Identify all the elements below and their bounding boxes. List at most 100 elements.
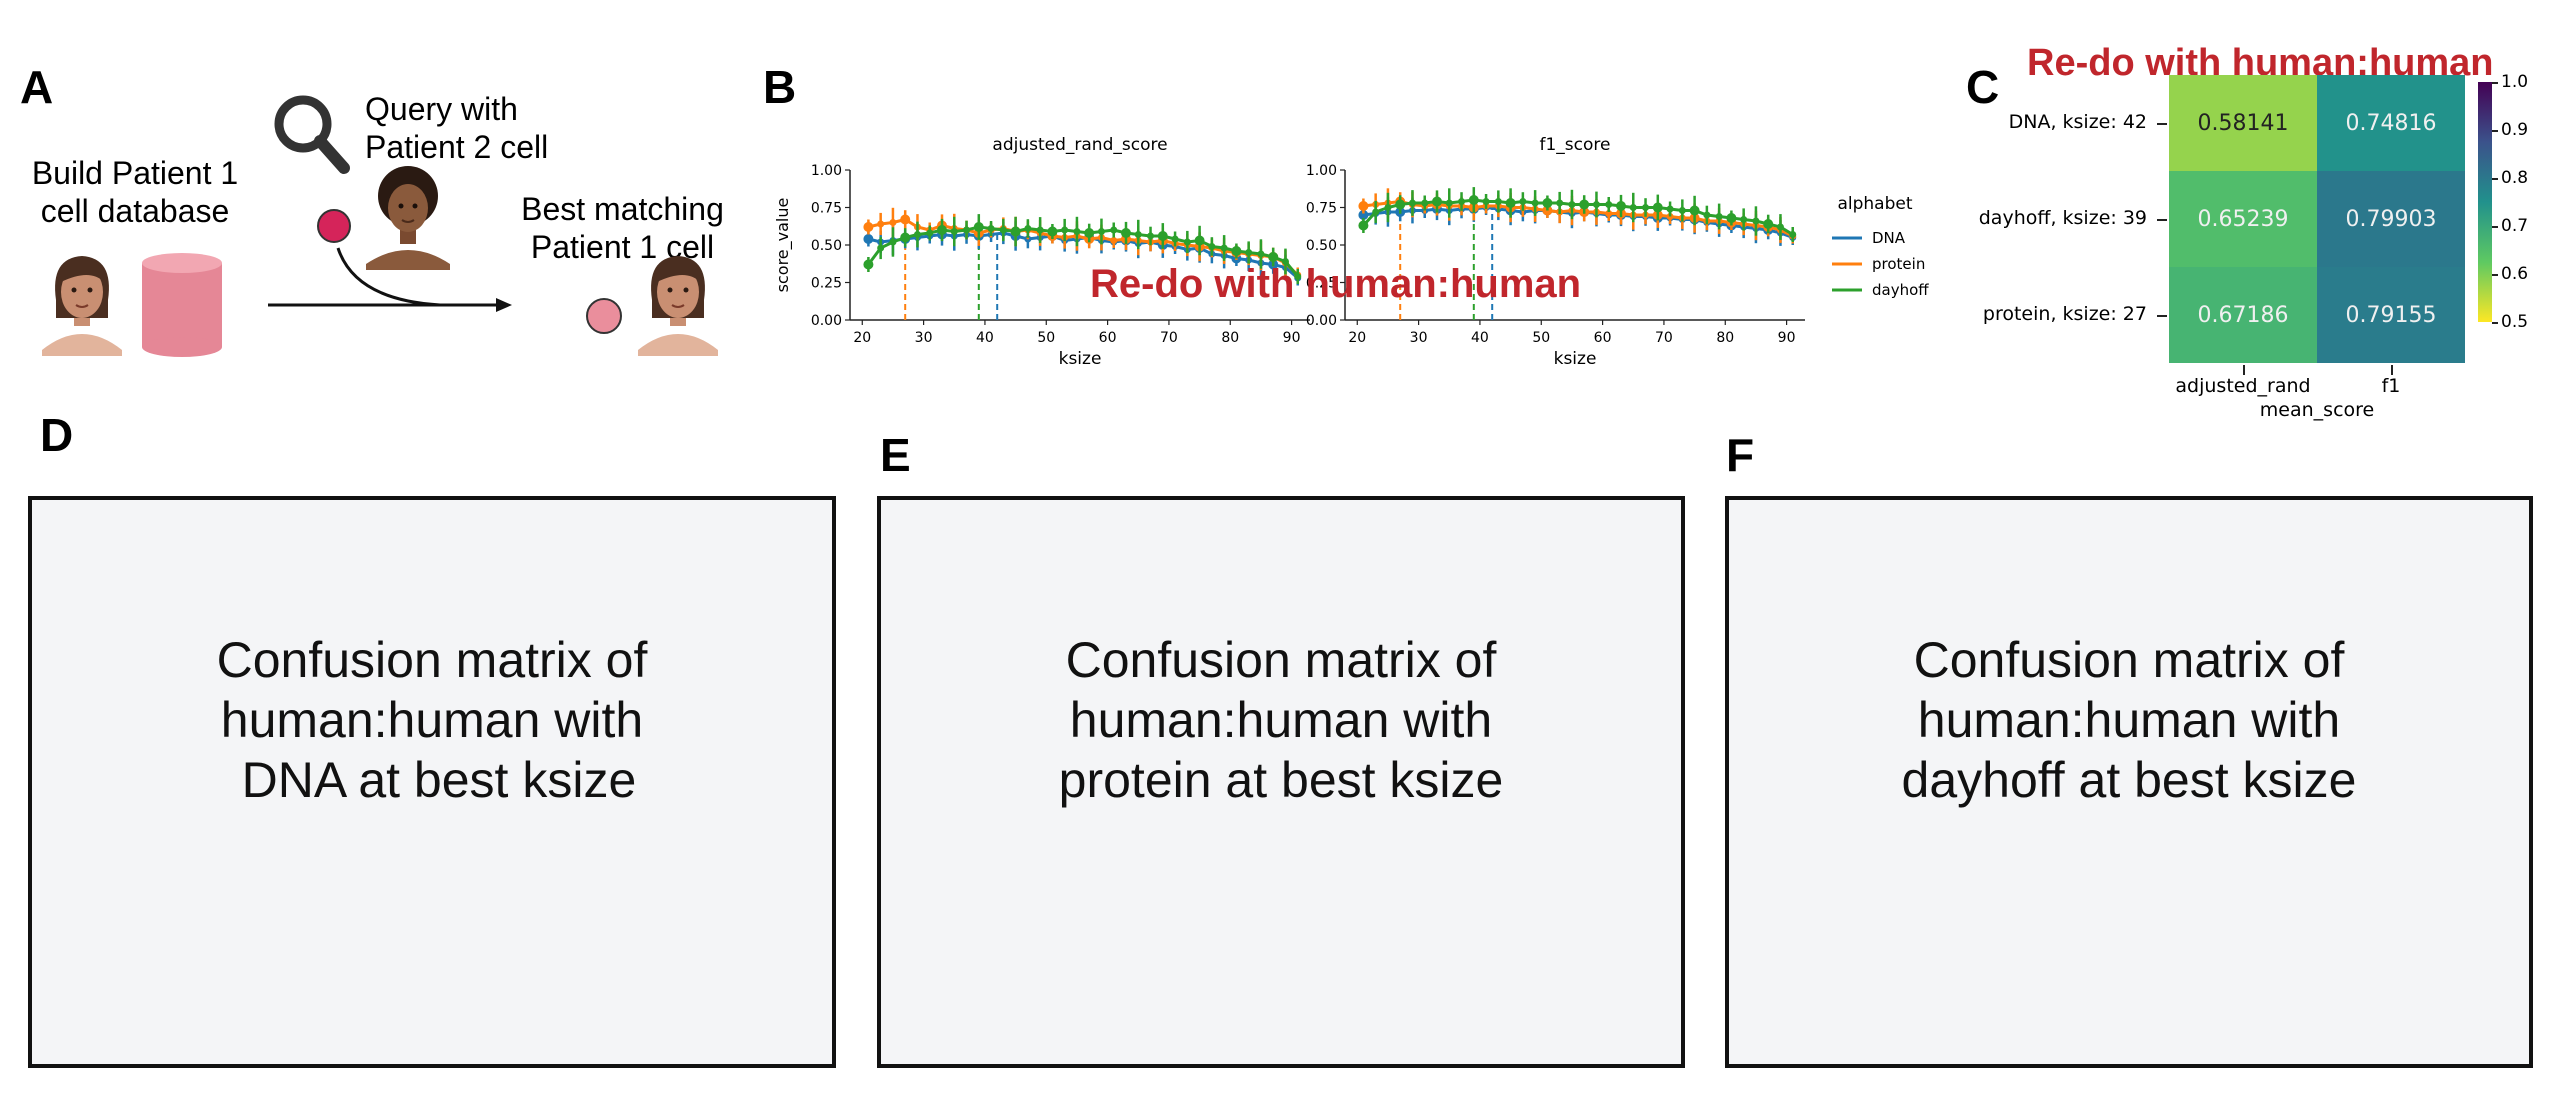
colorbar-tick-label: 0.6	[2501, 264, 2529, 284]
placeholder-e-line2: human:human with	[1069, 692, 1493, 748]
y-tick-label: 0.00	[811, 313, 842, 329]
heatmap-cell: 0.74816	[2317, 75, 2465, 171]
x-axis-label: ksize	[1554, 349, 1597, 369]
data-point	[987, 225, 995, 232]
data-point	[1642, 204, 1650, 211]
x-tick-label: 60	[1594, 330, 1612, 346]
confusion-matrix-placeholder-dna: Confusion matrix of human:human with DNA…	[28, 496, 836, 1068]
placeholder-text-f: Confusion matrix of human:human with day…	[1729, 630, 2529, 810]
data-point	[950, 228, 958, 235]
data-point	[1689, 205, 1700, 216]
query-caption-line1: Query with	[365, 91, 518, 127]
data-point	[1171, 235, 1179, 243]
patient1-match-avatar	[638, 256, 718, 356]
data-point	[1408, 199, 1416, 207]
x-tick-label: 60	[1099, 330, 1117, 346]
search-magnifier-icon	[274, 95, 350, 174]
colorbar-tick	[2492, 226, 2498, 228]
patient1-avatar	[42, 256, 122, 356]
x-tick-label: 20	[1348, 330, 1366, 346]
data-point	[1097, 228, 1105, 235]
data-point	[1445, 199, 1453, 207]
data-point	[863, 234, 874, 244]
data-point	[1568, 201, 1576, 208]
legend-label-protein: protein	[1872, 255, 1925, 273]
panel-c-heatmap: DNA, ksize: 42 0.58141 0.74816 dayhoff, ksi…	[1960, 0, 2551, 421]
data-point	[1208, 243, 1216, 250]
data-point	[1024, 225, 1032, 232]
data-point	[1384, 204, 1392, 211]
placeholder-f-line1: Confusion matrix of	[1913, 632, 2345, 688]
chart-title: adjusted_rand_score	[992, 135, 1167, 155]
data-point	[1531, 199, 1539, 207]
colorbar-tick-label: 0.8	[2501, 168, 2529, 188]
colorbar-tick-label: 0.5	[2501, 312, 2529, 332]
data-point	[1726, 213, 1737, 223]
confusion-matrix-placeholder-dayhoff: Confusion matrix of human:human with day…	[1725, 496, 2533, 1068]
x-tick-label: 50	[1037, 330, 1055, 346]
y-tick-label: 0.50	[1306, 238, 1337, 254]
panel-a-schematic	[42, 95, 718, 357]
panel-label-b: B	[763, 61, 797, 113]
heatmap-row-label: dayhoff, ksize: 39	[1978, 207, 2147, 229]
data-point	[863, 222, 874, 232]
y-tick-label: 0.25	[1306, 276, 1337, 292]
colorbar-tick	[2492, 178, 2498, 180]
best-match-caption: Best matching Patient 1 cell	[505, 190, 740, 266]
data-point	[1652, 202, 1663, 213]
data-point	[1183, 238, 1191, 246]
redo-note-b: Re-do with human:human	[1090, 262, 1582, 306]
heatmap-cell: 0.65239	[2169, 171, 2317, 267]
x-tick-label: 30	[1410, 330, 1428, 346]
f1-score-plot: f1_score 0.00 0.25 0.50 0.75 1.00 20 30 40 50 60 70…	[1306, 135, 1805, 369]
data-point	[926, 229, 934, 237]
data-point	[973, 222, 984, 232]
data-point	[1789, 231, 1797, 238]
data-point	[963, 226, 971, 234]
data-point	[1678, 207, 1686, 214]
data-point	[1110, 226, 1118, 234]
data-point	[1061, 226, 1069, 234]
heatmap-colorbar	[2478, 82, 2492, 322]
heatmap-cell: 0.79903	[2317, 171, 2465, 267]
data-point	[889, 219, 897, 226]
data-point	[1605, 210, 1613, 217]
data-point	[1482, 198, 1490, 205]
panel-label-d: D	[40, 409, 74, 461]
data-point	[1629, 204, 1637, 211]
data-point	[1358, 210, 1369, 220]
data-point	[913, 231, 921, 238]
data-point	[1616, 201, 1626, 211]
y-tick-label: 0.75	[1306, 201, 1337, 217]
best-caption-line1: Best matching	[521, 191, 724, 227]
legend-label-DNA: DNA	[1872, 229, 1906, 247]
heatmap-x-axis-label: mean_score	[2259, 399, 2375, 421]
data-point	[1073, 228, 1081, 235]
match-arrow	[268, 247, 512, 312]
x-tick-label: 30	[915, 330, 933, 346]
data-point	[1245, 249, 1253, 256]
data-point	[877, 220, 885, 228]
y-tick-label: 0.75	[811, 201, 842, 217]
legend-label-dayhoff: dayhoff	[1872, 281, 1929, 299]
data-point	[1556, 199, 1564, 207]
placeholder-f-line2: human:human with	[1917, 692, 2341, 748]
series-dayhoff	[1358, 187, 1797, 242]
heatmap-cell: 0.58141	[2169, 75, 2317, 171]
heatmap-row-label: protein, ksize: 27	[1982, 303, 2147, 325]
data-point	[1703, 211, 1711, 219]
panel-b-line-charts: adjusted_rand_score 0.00 0.25 0.50 0.75 1.00 2…	[773, 135, 1929, 369]
heatmap-row-label: DNA, ksize: 42	[2008, 111, 2147, 133]
heatmap-col-label: adjusted_rand	[2175, 375, 2311, 397]
data-point	[1579, 199, 1590, 210]
y-tick-label: 0.25	[811, 276, 842, 292]
y-tick-label: 1.00	[811, 163, 842, 179]
placeholder-f-line3: dayhoff at best ksize	[1901, 752, 2357, 808]
data-point	[1468, 195, 1479, 205]
placeholder-d-line3: DNA at best ksize	[227, 752, 637, 808]
data-point	[900, 232, 911, 243]
x-tick-label: 90	[1778, 330, 1796, 346]
data-point	[1505, 198, 1516, 208]
data-point	[1134, 231, 1142, 238]
y-tick-label: 0.00	[1306, 313, 1337, 329]
